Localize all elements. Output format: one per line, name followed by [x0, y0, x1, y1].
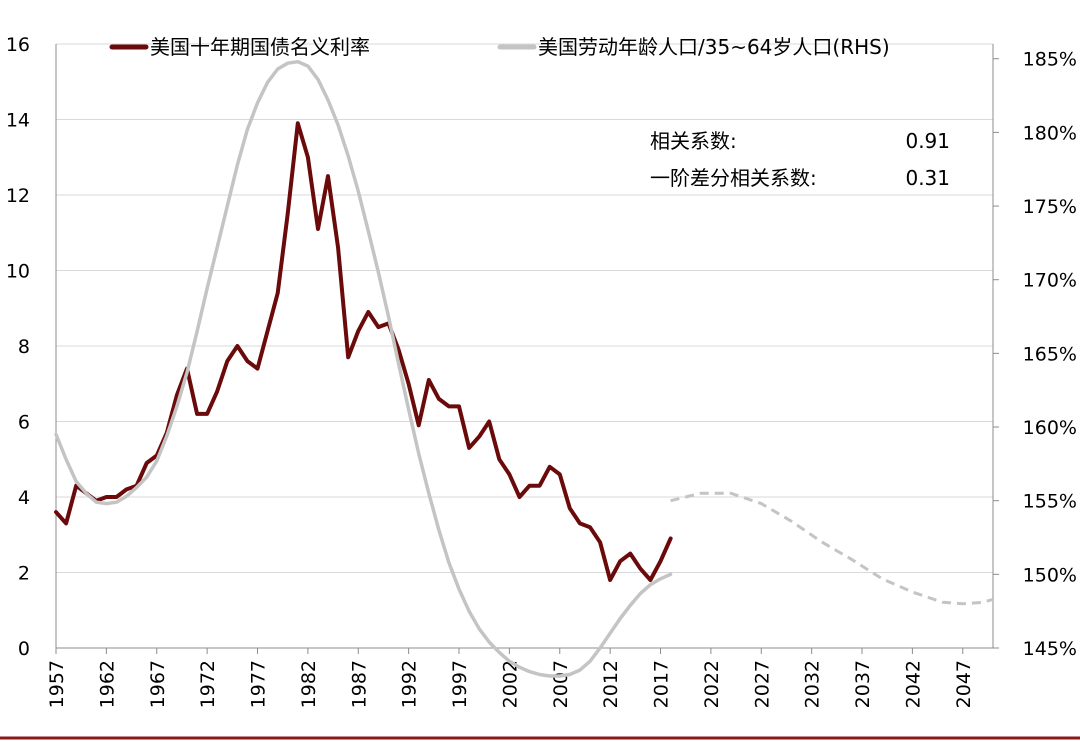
y-right-tick-label: 150%	[1023, 564, 1077, 586]
x-tick-label: 1957	[46, 660, 68, 708]
annotation-value: 0.91	[905, 129, 950, 153]
x-tick-label: 1972	[197, 660, 219, 708]
y-right-tick-label: 170%	[1023, 270, 1077, 292]
x-tick-label: 1997	[449, 660, 471, 708]
y-left-tick-label: 6	[18, 412, 30, 434]
y-left-tick-label: 12	[6, 185, 30, 207]
x-tick-label: 2047	[953, 660, 975, 708]
y-left-tick-label: 2	[18, 563, 30, 585]
x-tick-label: 2042	[902, 660, 924, 708]
y-left-tick-label: 8	[18, 336, 30, 358]
x-tick-label: 2002	[499, 660, 521, 708]
series-line-1	[54, 121, 673, 582]
x-tick-label: 2027	[751, 660, 773, 708]
x-tick-label: 1962	[96, 660, 118, 708]
y-right-tick-label: 160%	[1023, 417, 1077, 439]
legend: 美国十年期国债名义利率 美国劳动年龄人口/35~64岁人口(RHS)	[109, 35, 890, 59]
x-tick-label: 2007	[550, 660, 572, 708]
y-right-tick-label: 165%	[1023, 343, 1077, 365]
x-tick-label: 1992	[399, 660, 421, 708]
legend-label: 美国十年期国债名义利率	[150, 35, 370, 59]
x-tick-label: 2022	[701, 660, 723, 708]
annotation-value: 0.31	[905, 166, 950, 190]
annotations: 相关系数: 0.91 一阶差分相关系数: 0.31	[650, 129, 950, 190]
y-left-tick-label: 0	[18, 638, 30, 660]
x-tick-label: 1967	[147, 660, 169, 708]
x-tick-label: 2032	[802, 660, 824, 708]
y-left-tick-label: 10	[6, 261, 30, 283]
series-lines	[54, 59, 994, 678]
y-right-tick-label: 175%	[1023, 196, 1077, 218]
legend-label: 美国劳动年龄人口/35~64岁人口(RHS)	[538, 35, 890, 59]
y-left-tick-label: 16	[6, 34, 30, 56]
x-tick-label: 1977	[248, 660, 270, 708]
y-right-tick-label: 185%	[1023, 49, 1077, 71]
y-right-tick-label: 155%	[1023, 491, 1077, 513]
x-tick-label: 2012	[600, 660, 622, 708]
x-tick-label: 1987	[348, 660, 370, 708]
annotation-label: 相关系数:	[650, 129, 737, 153]
y-right-tick-label: 180%	[1023, 122, 1077, 144]
x-tick-label: 2037	[852, 660, 874, 708]
y-right-tick-label: 145%	[1023, 638, 1077, 660]
series-line-2	[54, 59, 673, 678]
series-line-3	[670, 491, 994, 606]
y-left-tick-label: 4	[18, 487, 30, 509]
y-left-tick-label: 14	[6, 110, 30, 132]
x-tick-label: 1982	[298, 660, 320, 708]
axes: 0 2 4 6 8 10 12 14 16 145% 150% 155% 160% 165% 170% 175…	[6, 34, 1077, 708]
annotation-label: 一阶差分相关系数:	[650, 166, 817, 190]
x-tick-label: 2017	[651, 660, 673, 708]
